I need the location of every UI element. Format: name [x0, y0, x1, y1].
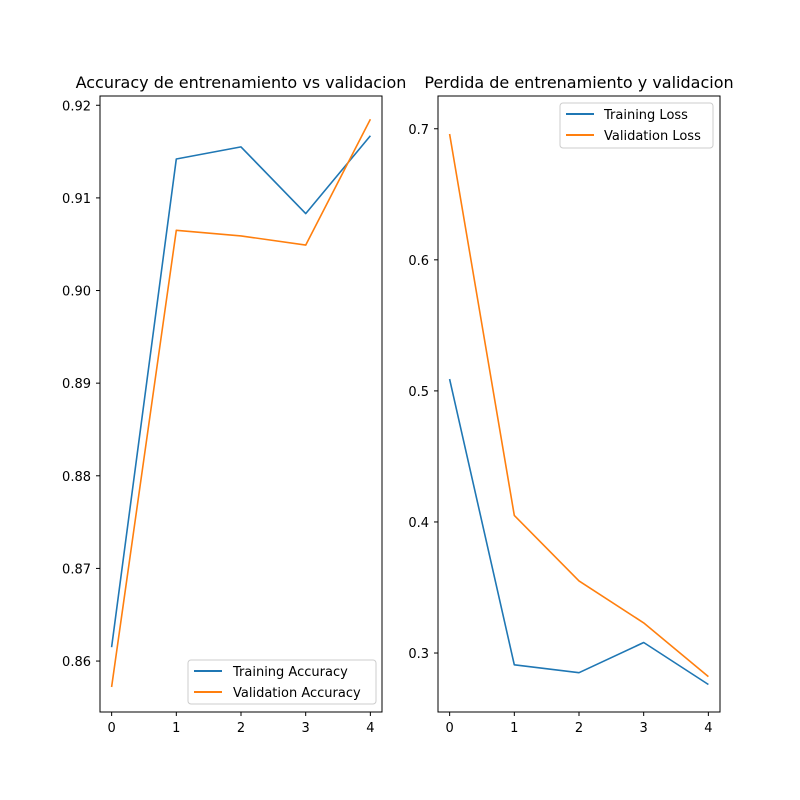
loss-y-tick-label: 0.6 — [408, 254, 429, 269]
legend-label-validation-loss: Validation Loss — [604, 129, 701, 144]
loss-x-tick-label: 1 — [510, 721, 518, 736]
loss-y-tick-label: 0.4 — [408, 516, 429, 531]
loss-y-tick-label: 0.7 — [408, 123, 429, 138]
accuracy-x-tick-label: 1 — [172, 721, 180, 736]
legend-label-training-loss: Training Loss — [603, 108, 688, 123]
accuracy-x-tick-label: 3 — [302, 721, 310, 736]
accuracy-x-tick-label: 4 — [366, 721, 374, 736]
accuracy-chart-panel: Accuracy de entrenamiento vs validacion … — [62, 73, 406, 736]
loss-plot-frame — [437, 95, 721, 713]
loss-legend-box — [559, 102, 714, 149]
loss-x-tick-label: 4 — [704, 721, 712, 736]
loss-chart-panel: Perdida de entrenamiento y validacion 0 1… — [408, 73, 733, 736]
accuracy-x-tick-label: 0 — [108, 721, 116, 736]
loss-x-tick-label: 3 — [640, 721, 648, 736]
legend-label-training-accuracy: Training Accuracy — [232, 665, 348, 680]
loss-x-tick-label: 0 — [446, 721, 454, 736]
loss-legend: Training Loss Validation Loss — [559, 102, 714, 149]
accuracy-y-tick-label: 0.90 — [62, 285, 91, 300]
series-line-validation-accuracy — [110, 118, 372, 688]
series-line-training-accuracy — [110, 135, 372, 648]
accuracy-y-tick-label: 0.86 — [62, 655, 91, 670]
loss-y-tick-label: 0.3 — [408, 647, 429, 662]
loss-y-tick-label: 0.5 — [408, 385, 429, 400]
accuracy-plot-frame — [99, 95, 383, 713]
accuracy-x-tick-label: 2 — [237, 721, 245, 736]
legend-label-validation-accuracy: Validation Accuracy — [233, 686, 361, 701]
accuracy-legend: Training Accuracy Validation Accuracy — [187, 659, 377, 705]
series-line-validation-loss — [448, 133, 709, 678]
series-line-training-loss — [448, 378, 709, 686]
loss-x-tick-label: 2 — [575, 721, 583, 736]
loss-chart-title: Perdida de entrenamiento y validacion — [424, 73, 733, 92]
accuracy-y-tick-label: 0.91 — [62, 192, 91, 207]
accuracy-y-tick-label: 0.88 — [62, 470, 91, 485]
accuracy-y-tick-label: 0.92 — [62, 99, 91, 114]
accuracy-y-tick-label: 0.87 — [62, 562, 91, 577]
accuracy-legend-box — [187, 659, 377, 705]
accuracy-y-tick-label: 0.89 — [62, 377, 91, 392]
accuracy-chart-title: Accuracy de entrenamiento vs validacion — [76, 73, 407, 92]
